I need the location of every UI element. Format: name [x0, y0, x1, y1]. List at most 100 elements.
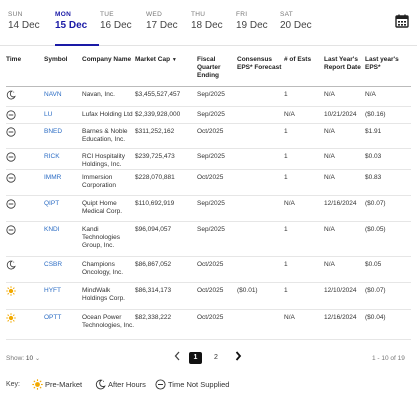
symbol-link[interactable]: QIPT — [44, 200, 60, 207]
market-cap: $3,455,527,457 — [135, 91, 181, 98]
day-tab-mon[interactable]: MON 15 Dec — [55, 11, 105, 46]
day-tab-sun[interactable]: SUN 14 Dec — [8, 11, 58, 31]
sun-icon — [6, 286, 16, 296]
company-name: Navan, Inc. — [82, 91, 115, 99]
day-tab-fri[interactable]: FRI 19 Dec — [236, 11, 286, 31]
company-name-line: Barnes & Noble — [82, 128, 128, 135]
fiscal-quarter: Oct/2025 — [197, 174, 224, 181]
market-cap: $86,314,173 — [135, 287, 172, 294]
col-ests[interactable]: # of Ests — [284, 56, 312, 63]
col-last-report-l1: Last Year's — [324, 56, 358, 63]
symbol-link[interactable]: RICK — [44, 153, 60, 160]
day-tab-thu[interactable]: THU 18 Dec — [191, 11, 241, 31]
company-name-line: Oncology, Inc. — [82, 269, 124, 276]
day-of-week: MON — [55, 11, 72, 18]
page-button-2[interactable]: 2 — [214, 354, 218, 361]
company-name-line: MindWalk — [82, 287, 111, 294]
company-name-line: Quipt Home — [82, 200, 117, 207]
last-eps: ($0.07) — [365, 200, 386, 207]
moon-icon — [95, 379, 106, 390]
symbol-link[interactable]: KNDI — [44, 226, 60, 233]
market-cap: $311,252,162 — [135, 128, 175, 135]
date-strip: SUN 14 Dec MON 15 Dec TUE 16 Dec WED 17 Dec THU 1… — [0, 0, 417, 46]
day-date: 15 Dec — [55, 20, 88, 31]
chevron-down-icon: ⌄ — [34, 356, 40, 362]
market-cap: $96,094,057 — [135, 226, 172, 233]
day-of-week: TUE — [100, 11, 114, 18]
table-row: NAVN Navan, Inc. $3,455,527,457 Sep/2025 1 N/… — [6, 87, 411, 107]
table-row: OPTT Ocean Power Technologies, Inc. $82,338… — [6, 310, 411, 340]
last-eps: ($0.04) — [365, 314, 386, 321]
minus-circle-icon — [6, 127, 16, 137]
company-name: Kandi Technologies Group, Inc. — [82, 226, 120, 250]
day-tab-sat[interactable]: SAT 20 Dec — [280, 11, 330, 31]
col-symbol[interactable]: Symbol — [44, 56, 68, 63]
company-name: Quipt Home Medical Corp. — [82, 200, 122, 216]
col-last-eps[interactable]: Last year's EPS* — [365, 56, 399, 72]
col-last-report[interactable]: Last Year's Report Date — [324, 56, 361, 72]
day-tab-tue[interactable]: TUE 16 Dec — [100, 11, 150, 31]
market-cap: $86,867,052 — [135, 261, 172, 268]
key-after-hours-label: After Hours — [108, 380, 146, 389]
company-name-line: Holdings Corp. — [82, 295, 125, 302]
market-cap: $110,692,919 — [135, 200, 175, 207]
last-eps: ($0.07) — [365, 287, 386, 294]
col-consensus-l2: EPS* Forecast — [237, 64, 282, 71]
last-report-date: N/A — [324, 174, 335, 181]
symbol-link[interactable]: LU — [44, 111, 53, 118]
symbol-link[interactable]: CSBR — [44, 261, 63, 268]
prev-page-button[interactable] — [174, 351, 181, 364]
page-button-current[interactable]: 1 — [189, 352, 202, 364]
day-of-week: THU — [191, 11, 206, 18]
last-report-date: 12/16/2024 — [324, 200, 357, 207]
symbol-link[interactable]: IMMR — [44, 174, 62, 181]
day-date: 19 Dec — [236, 20, 268, 31]
num-ests: 1 — [284, 91, 288, 98]
company-name-line: Education, Inc. — [82, 136, 125, 143]
market-cap: $228,070,881 — [135, 174, 175, 181]
col-consensus[interactable]: Consensus EPS* Forecast — [237, 56, 281, 72]
next-page-button[interactable] — [235, 351, 242, 364]
col-fiscal-quarter[interactable]: Fiscal Quarter Ending — [197, 56, 220, 80]
fiscal-quarter: Oct/2025 — [197, 287, 224, 294]
last-report-date: 10/21/2024 — [324, 111, 357, 118]
moon-icon — [6, 260, 16, 270]
col-last-report-l2: Report Date — [324, 64, 361, 71]
key-not-supplied-label: Time Not Supplied — [168, 380, 230, 389]
symbol-link[interactable]: HYFT — [44, 287, 61, 294]
last-report-date: N/A — [324, 91, 335, 98]
show-value: 10 — [25, 355, 34, 362]
symbol-link[interactable]: BNED — [44, 128, 63, 135]
fiscal-quarter: Sep/2025 — [197, 153, 225, 160]
minus-circle-icon — [6, 199, 16, 209]
table-row: KNDI Kandi Technologies Group, Inc. $96,094,… — [6, 222, 411, 257]
symbol-link[interactable]: NAVN — [44, 91, 62, 98]
company-name-line: Corporation — [82, 182, 116, 189]
day-date: 14 Dec — [8, 20, 40, 31]
market-cap: $239,725,473 — [135, 153, 175, 160]
company-name-line: Medical Corp. — [82, 208, 123, 215]
last-report-date: N/A — [324, 226, 335, 233]
day-of-week: WED — [146, 11, 163, 18]
company-name-line: Immersion — [82, 174, 113, 181]
company-name-line: Group, Inc. — [82, 242, 115, 249]
last-eps: $0.03 — [365, 153, 382, 160]
company-name-line: Lufax Holding Ltd — [82, 111, 133, 118]
company-name: Barnes & Noble Education, Inc. — [82, 128, 128, 144]
last-report-date: N/A — [324, 261, 335, 268]
sort-down-icon: ▼ — [171, 57, 177, 63]
col-company[interactable]: Company Name — [82, 56, 132, 63]
show-label: Show: — [6, 355, 25, 362]
col-time[interactable]: Time — [6, 56, 22, 63]
col-last-eps-l2: EPS* — [365, 64, 381, 71]
page-size-select[interactable]: Show: 10 ⌄ — [6, 355, 40, 362]
calendar-icon[interactable] — [395, 14, 409, 28]
col-market-cap[interactable]: Market Cap ▼ — [135, 56, 177, 64]
col-last-eps-l1: Last year's — [365, 56, 399, 63]
day-tab-wed[interactable]: WED 17 Dec — [146, 11, 196, 31]
company-name-line: Kandi — [82, 226, 99, 233]
num-ests: 1 — [284, 287, 288, 294]
symbol-link[interactable]: OPTT — [44, 314, 62, 321]
company-name-line: Technologies — [82, 234, 120, 241]
day-of-week: FRI — [236, 11, 248, 18]
